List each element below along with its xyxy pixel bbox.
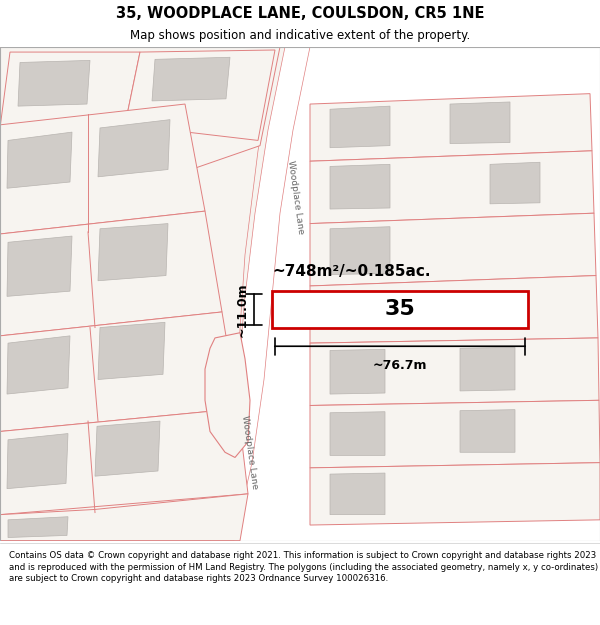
Text: Map shows position and indicative extent of the property.: Map shows position and indicative extent… xyxy=(130,29,470,42)
Text: Woodplace Lane: Woodplace Lane xyxy=(286,160,305,235)
Polygon shape xyxy=(98,322,165,379)
Polygon shape xyxy=(310,213,596,286)
Polygon shape xyxy=(310,338,599,406)
Polygon shape xyxy=(460,348,515,391)
Polygon shape xyxy=(330,106,390,148)
Polygon shape xyxy=(330,473,385,514)
Polygon shape xyxy=(0,211,222,336)
Polygon shape xyxy=(7,434,68,489)
Polygon shape xyxy=(310,462,600,525)
Polygon shape xyxy=(0,47,285,541)
Polygon shape xyxy=(310,151,594,224)
Polygon shape xyxy=(0,494,248,541)
Polygon shape xyxy=(7,236,72,296)
Polygon shape xyxy=(0,47,280,172)
Polygon shape xyxy=(98,119,170,177)
Polygon shape xyxy=(0,312,238,431)
Polygon shape xyxy=(0,52,140,128)
Polygon shape xyxy=(330,412,385,456)
Text: 35, WOODPLACE LANE, COULSDON, CR5 1NE: 35, WOODPLACE LANE, COULSDON, CR5 1NE xyxy=(116,6,484,21)
Polygon shape xyxy=(460,409,515,452)
Polygon shape xyxy=(98,224,168,281)
Polygon shape xyxy=(330,227,390,274)
Text: ~11.0m: ~11.0m xyxy=(236,282,249,337)
Text: ~748m²/~0.185ac.: ~748m²/~0.185ac. xyxy=(272,264,431,279)
Polygon shape xyxy=(450,102,510,144)
Polygon shape xyxy=(0,47,275,541)
Polygon shape xyxy=(18,61,90,106)
Polygon shape xyxy=(152,58,230,101)
Polygon shape xyxy=(0,104,205,234)
Polygon shape xyxy=(8,517,68,538)
Polygon shape xyxy=(330,164,390,209)
Polygon shape xyxy=(7,132,72,188)
Polygon shape xyxy=(310,400,600,468)
Polygon shape xyxy=(310,94,592,161)
Bar xyxy=(272,291,528,328)
Polygon shape xyxy=(205,332,250,458)
Text: 35: 35 xyxy=(385,299,415,319)
Polygon shape xyxy=(210,47,310,541)
Polygon shape xyxy=(310,276,598,343)
Text: ~76.7m: ~76.7m xyxy=(373,359,427,372)
Polygon shape xyxy=(125,50,275,141)
Polygon shape xyxy=(490,162,540,204)
Polygon shape xyxy=(330,349,385,394)
Polygon shape xyxy=(7,336,70,394)
Text: Contains OS data © Crown copyright and database right 2021. This information is : Contains OS data © Crown copyright and d… xyxy=(9,551,598,583)
Polygon shape xyxy=(95,421,160,476)
Polygon shape xyxy=(0,409,248,514)
Text: Woodplace Lane: Woodplace Lane xyxy=(241,415,260,490)
